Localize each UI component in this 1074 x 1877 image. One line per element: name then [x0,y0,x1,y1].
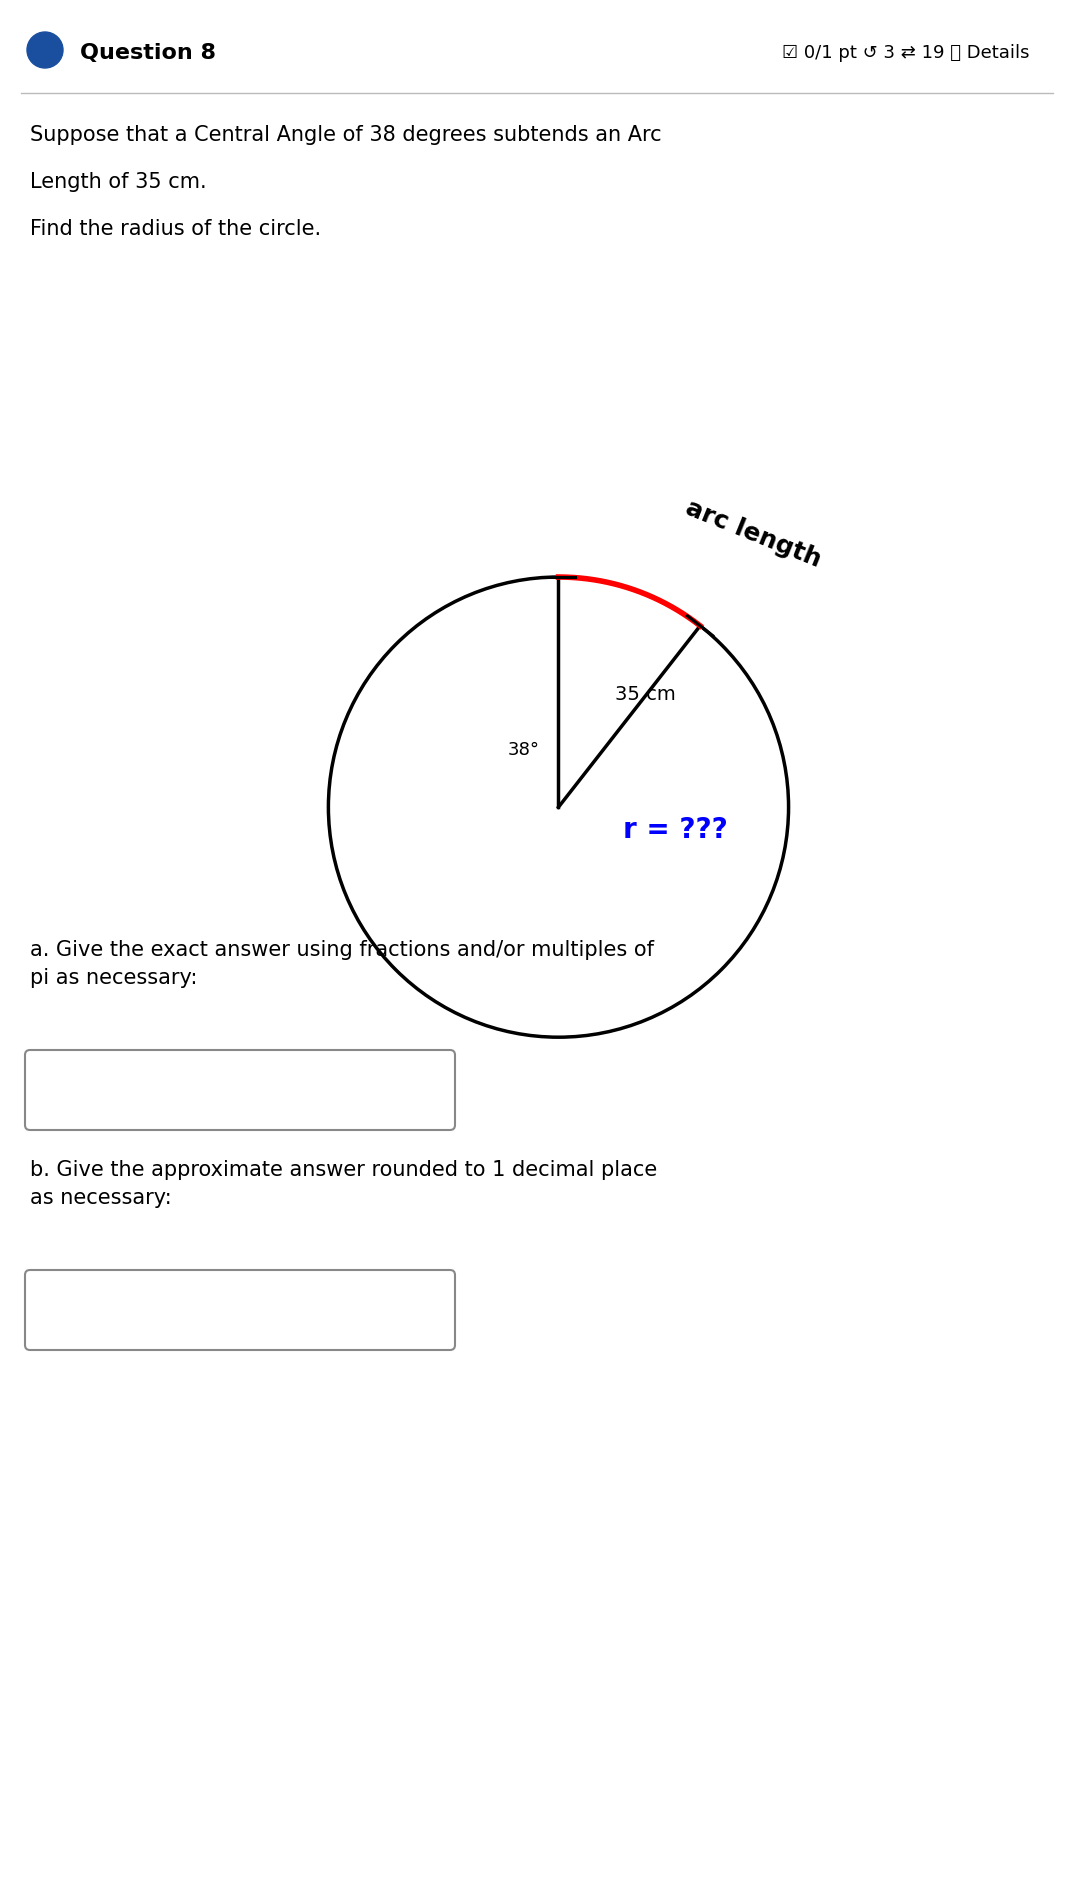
Text: ☑ 0/1 pt ↺ 3 ⇄ 19 ⓘ Details: ☑ 0/1 pt ↺ 3 ⇄ 19 ⓘ Details [783,43,1030,62]
Text: Suppose that a Central Angle of 38 degrees subtends an Arc: Suppose that a Central Angle of 38 degre… [30,126,662,145]
Text: r = ???: r = ??? [623,816,728,845]
Circle shape [27,32,63,68]
Text: Find the radius of the circle.: Find the radius of the circle. [30,220,321,238]
Text: a. Give the exact answer using fractions and/or multiples of
pi as necessary:: a. Give the exact answer using fractions… [30,940,654,987]
FancyBboxPatch shape [25,1049,455,1130]
FancyBboxPatch shape [25,1271,455,1350]
Text: b. Give the approximate answer rounded to 1 decimal place
as necessary:: b. Give the approximate answer rounded t… [30,1160,657,1209]
Text: arc length: arc length [682,496,825,572]
Text: 38°: 38° [508,741,540,758]
Text: Question 8: Question 8 [79,43,216,64]
Text: 35 cm: 35 cm [615,685,676,704]
Text: Length of 35 cm.: Length of 35 cm. [30,173,206,191]
